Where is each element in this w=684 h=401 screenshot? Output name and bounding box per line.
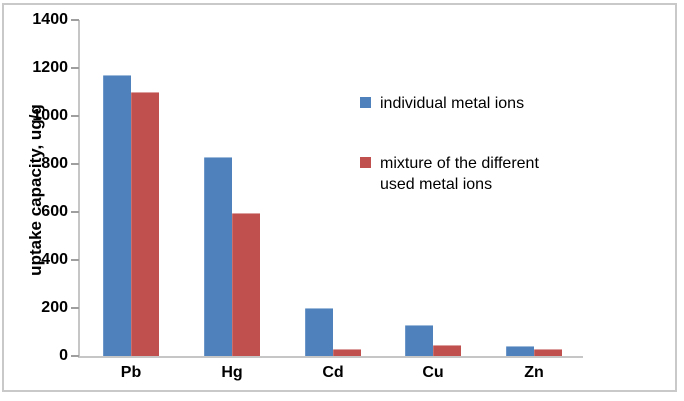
bar-pb-individual (103, 75, 131, 356)
bar-cd-mixture (333, 349, 361, 356)
x-axis-line (78, 356, 583, 358)
x-tick-label-cd: Cd (322, 364, 344, 381)
y-tick-label-1200: 1200 (32, 59, 68, 76)
y-tick-mark-1000 (71, 115, 79, 117)
y-tick-mark-800 (71, 163, 79, 165)
bar-cd-individual (305, 308, 333, 356)
y-tick-mark-1400 (71, 19, 79, 21)
x-tick-label-pb: Pb (120, 364, 142, 381)
bar-hg-individual (204, 157, 232, 356)
legend-item-0: individual metal ions (360, 93, 524, 114)
legend-item-label: individual metal ions (380, 93, 524, 114)
bar-cu-mixture (433, 345, 461, 356)
y-tick-label-0: 0 (59, 347, 68, 364)
y-tick-label-800: 800 (41, 155, 68, 172)
bar-zn-mixture (534, 349, 562, 356)
y-tick-label-400: 400 (41, 251, 68, 268)
y-axis-line (78, 20, 80, 358)
bar-hg-mixture (232, 213, 260, 356)
y-tick-mark-200 (71, 307, 79, 309)
y-tick-mark-1200 (71, 67, 79, 69)
x-tick-label-hg: Hg (221, 364, 243, 381)
y-tick-mark-0 (71, 355, 79, 357)
legend-swatch-icon (360, 97, 371, 108)
x-tick-label-zn: Zn (524, 364, 544, 381)
legend-item-1: mixture of the different used metal ions (360, 153, 539, 195)
y-tick-label-200: 200 (41, 299, 68, 316)
bar-pb-mixture (131, 92, 159, 356)
x-tick-label-cu: Cu (422, 364, 444, 381)
y-tick-label-600: 600 (41, 203, 68, 220)
y-tick-label-1400: 1400 (32, 11, 68, 28)
legend-label-line: individual metal ions (380, 95, 525, 112)
legend-label-line: used metal ions (380, 176, 493, 193)
bar-cu-individual (405, 325, 433, 356)
bar-zn-individual (506, 346, 534, 356)
y-tick-mark-400 (71, 259, 79, 261)
y-tick-label-1000: 1000 (32, 107, 68, 124)
legend-item-label: mixture of the different used metal ions (380, 153, 539, 195)
legend-swatch-icon (360, 157, 371, 168)
y-tick-mark-600 (71, 211, 79, 213)
legend-label-line: mixture of the different (380, 155, 539, 172)
